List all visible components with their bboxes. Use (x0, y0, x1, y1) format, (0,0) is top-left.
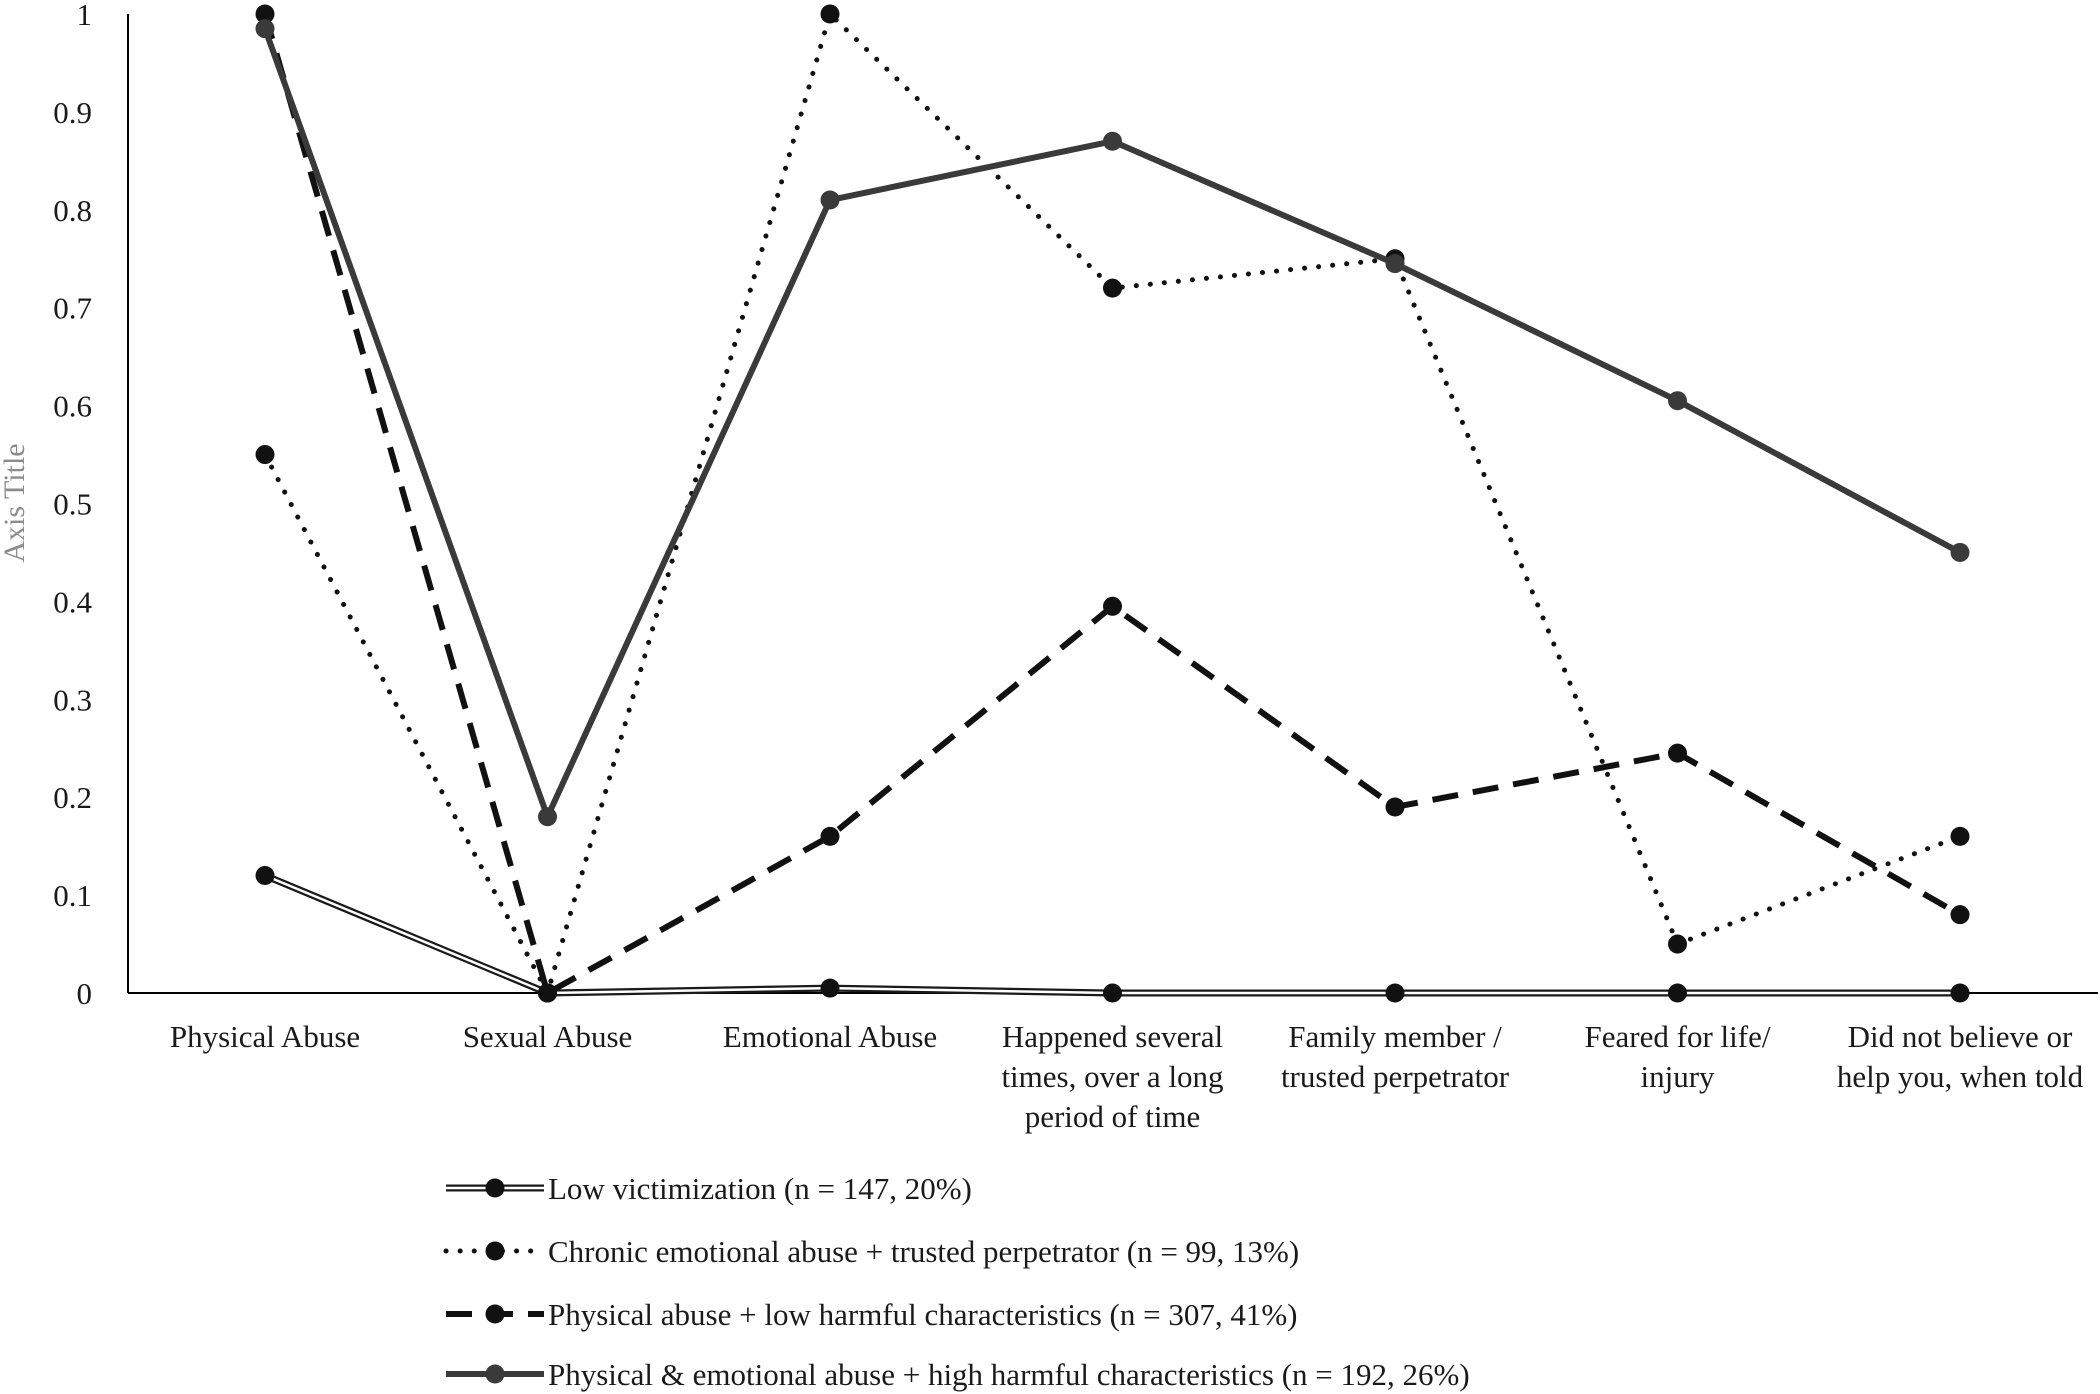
y-tick-label: 0.2 (53, 780, 92, 815)
y-tick-label: 0.3 (53, 682, 92, 717)
data-point (538, 807, 557, 827)
x-category-labels: Physical Abuse Sexual Abuse Emotional Abus… (170, 1019, 2084, 1134)
data-point (820, 4, 840, 24)
data-point (255, 4, 275, 24)
series-1 (255, 866, 1970, 1003)
series-line (262, 13, 1962, 998)
data-point (1950, 542, 1970, 562)
data-point (1668, 934, 1687, 954)
data-point (1668, 391, 1687, 411)
x-category-label: Feared for life/injury (1585, 1019, 1771, 1094)
y-tick-label: 0.9 (53, 95, 92, 130)
x-category-label: Family member / trusted perpetrator (1281, 1019, 1510, 1094)
data-point (1668, 743, 1687, 763)
data-point (538, 983, 557, 1003)
data-point (1385, 797, 1405, 817)
series-line (262, 9, 1963, 1000)
y-tick-label: 0.5 (53, 487, 92, 522)
x-category-label: Sexual Abuse (463, 1019, 633, 1054)
data-point (255, 866, 275, 886)
data-point (1103, 278, 1122, 298)
data-point (1950, 983, 1970, 1003)
y-tick-labels: 0 0.1 0.2 0.3 0.4 0.5 0.6 0.7 0.8 0.9 1 (53, 0, 92, 1011)
legend-marker (485, 1364, 505, 1384)
data-point (1385, 254, 1405, 274)
series-layer (255, 4, 1970, 1003)
legend-item: Physical abuse + low harmful characteris… (446, 1297, 1297, 1332)
data-point (820, 826, 840, 846)
data-point (1103, 131, 1122, 151)
y-tick-label: 0.4 (53, 584, 92, 619)
data-point (820, 190, 840, 210)
x-category-label: Emotional Abuse (723, 1019, 937, 1054)
y-tick-label: 0.6 (53, 389, 92, 424)
y-axis-title: Axis Title (0, 443, 31, 562)
legend-marker (485, 1178, 505, 1198)
data-point (1103, 983, 1122, 1003)
x-category-label: Happened several times, over a long period… (1001, 1019, 1223, 1134)
legend-marker (485, 1304, 505, 1324)
y-tick-label: 0.7 (53, 291, 92, 326)
x-category-label: Physical Abuse (170, 1019, 360, 1054)
data-point (255, 19, 275, 39)
data-point (1950, 905, 1970, 925)
x-category-label: Did not believe or help you, when told (1837, 1019, 2084, 1094)
series-3 (255, 4, 1970, 1003)
y-tick-label: 0 (77, 976, 93, 1011)
y-tick-label: 0.8 (53, 193, 92, 228)
y-tick-label: 0.1 (53, 878, 92, 913)
series-2 (255, 4, 1970, 1003)
data-point (1103, 596, 1122, 616)
y-tick-label: 1 (77, 0, 93, 32)
legend-item: Low victimization (n = 147, 20%) (446, 1171, 972, 1206)
legend-label: Physical & emotional abuse + high harmfu… (548, 1357, 1470, 1392)
data-point (1950, 826, 1970, 846)
legend-label: Chronic emotional abuse + trusted perpet… (548, 1234, 1299, 1269)
data-point (1668, 983, 1687, 1003)
legend-label: Low victimization (n = 147, 20%) (548, 1171, 972, 1206)
axes (127, 14, 2098, 994)
data-point (1385, 983, 1405, 1003)
data-point (255, 445, 275, 465)
legend-marker (485, 1241, 505, 1261)
series-4 (255, 19, 1970, 827)
legend: Low victimization (n = 147, 20%) Chronic … (443, 1171, 1470, 1392)
data-point (820, 978, 840, 998)
legend-label: Physical abuse + low harmful characteris… (548, 1297, 1297, 1332)
legend-item: Chronic emotional abuse + trusted perpet… (443, 1234, 1299, 1269)
legend-item: Physical & emotional abuse + high harmfu… (446, 1357, 1470, 1392)
